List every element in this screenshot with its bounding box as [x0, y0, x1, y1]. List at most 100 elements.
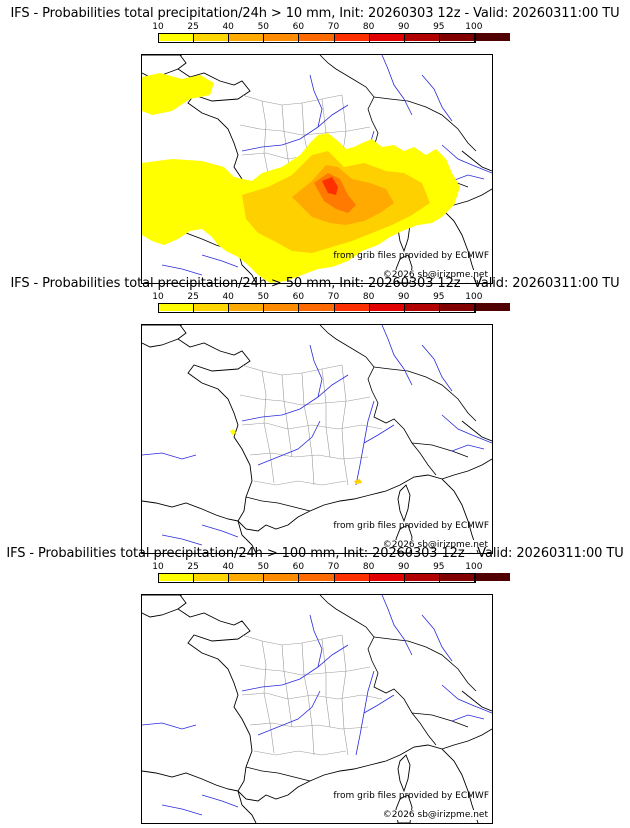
national-border [373, 366, 477, 458]
scale-label: 10 [152, 562, 164, 572]
scale-swatch [404, 573, 441, 581]
scale-label: 50 [257, 562, 270, 572]
scale-frame [158, 573, 476, 583]
scale-swatch [159, 303, 195, 311]
rivers [142, 325, 492, 546]
color-scale: 10 25 40 50 60 70 80 90 95 100 [152, 562, 511, 592]
scale-swatch [404, 33, 441, 41]
regional-borders [239, 364, 383, 486]
scale-label: 70 [327, 562, 340, 572]
italy-coast [441, 690, 492, 750]
panel-title: IFS - Probabilities total precipitation/… [6, 546, 624, 561]
scale-divider [438, 303, 440, 313]
scale-divider [228, 303, 230, 313]
scale-swatch [474, 573, 511, 581]
sardinia [395, 794, 413, 823]
scale-frame [158, 303, 476, 313]
color-scale: 10 25 40 50 60 70 80 90 95 100 [152, 22, 511, 52]
scale-divider [263, 573, 265, 583]
scale-divider [473, 33, 475, 43]
data-credit: from grib files provided by ECMWF [333, 521, 489, 531]
scale-swatch [229, 33, 265, 41]
scale-label: 90 [397, 292, 410, 302]
map-area: from grib files provided by ECMWF ©2026 … [141, 594, 493, 824]
rivers [142, 595, 492, 816]
scale-swatch [159, 573, 195, 581]
scale-swatch [334, 573, 371, 581]
scale-divider [228, 573, 230, 583]
scale-divider [473, 573, 475, 583]
map-area: from grib files provided by ECMWF ©2026 … [141, 54, 493, 284]
scale-swatch [299, 33, 335, 41]
map-panel-100mm: IFS - Probabilities total precipitation/… [0, 546, 630, 824]
coastline-uk [142, 325, 182, 348]
scale-label: 25 [187, 22, 199, 32]
prob-area-70 [322, 177, 338, 195]
scale-label: 95 [433, 292, 445, 302]
italy-coast [441, 420, 492, 480]
scale-divider [298, 573, 300, 583]
map-area: from grib files provided by ECMWF ©2026 … [141, 324, 493, 554]
data-credit: from grib files provided by ECMWF [333, 251, 489, 261]
scale-swatch [194, 303, 230, 311]
sardinia [395, 524, 413, 553]
scale-label: 60 [292, 292, 305, 302]
scale-swatch [159, 33, 195, 41]
scale-divider [193, 303, 195, 313]
data-credit: from grib files provided by ECMWF [333, 791, 489, 801]
probability-overlay [142, 595, 492, 823]
scale-label: 90 [397, 562, 410, 572]
copyright: ©2026 sb@irizpme.net [381, 270, 489, 280]
probability-overlay [142, 73, 460, 283]
map-geography [142, 325, 492, 553]
coastline-spain [142, 500, 257, 553]
coastline [177, 325, 479, 553]
scale-label: 70 [327, 22, 340, 32]
scale-label: 100 [465, 22, 483, 32]
scale-frame [158, 33, 476, 43]
scale-divider [193, 33, 195, 43]
prob-area-10 [354, 479, 362, 484]
scale-swatch [474, 303, 511, 311]
scale-divider [333, 33, 335, 43]
coastline-spain [142, 770, 257, 823]
prob-area-10 [230, 429, 236, 435]
scale-label: 80 [362, 562, 375, 572]
probability-overlay [230, 429, 362, 484]
color-scale: 10 25 40 50 60 70 80 90 95 100 [152, 292, 511, 322]
scale-swatch [404, 303, 441, 311]
scale-swatch [474, 33, 511, 41]
scale-label: 40 [222, 22, 234, 32]
scale-label: 100 [465, 292, 483, 302]
scale-label: 90 [397, 22, 410, 32]
scale-swatch [334, 33, 371, 41]
coastline [177, 595, 479, 823]
scale-label: 95 [433, 22, 445, 32]
scale-swatch [334, 303, 371, 311]
scale-label: 10 [152, 292, 164, 302]
national-border [373, 636, 477, 728]
scale-divider [263, 303, 265, 313]
scale-divider [298, 33, 300, 43]
scale-swatch [439, 33, 476, 41]
scale-swatch [439, 573, 476, 581]
copyright: ©2026 sb@irizpme.net [381, 540, 489, 550]
scale-swatch [229, 303, 265, 311]
scale-divider [333, 573, 335, 583]
scale-label: 95 [433, 562, 445, 572]
prob-area-10 [142, 73, 214, 115]
national-border [319, 325, 437, 476]
scale-label: 40 [222, 562, 234, 572]
scale-swatch [369, 33, 406, 41]
coastline-uk [142, 595, 182, 618]
scale-swatch [369, 303, 406, 311]
scale-swatch [264, 303, 300, 311]
corsica [397, 754, 411, 793]
sardinia [395, 254, 413, 283]
scale-label: 70 [327, 292, 340, 302]
scale-swatch [194, 573, 230, 581]
panel-title: IFS - Probabilities total precipitation/… [10, 6, 620, 21]
scale-divider [298, 303, 300, 313]
scale-divider [263, 33, 265, 43]
scale-label: 80 [362, 22, 375, 32]
